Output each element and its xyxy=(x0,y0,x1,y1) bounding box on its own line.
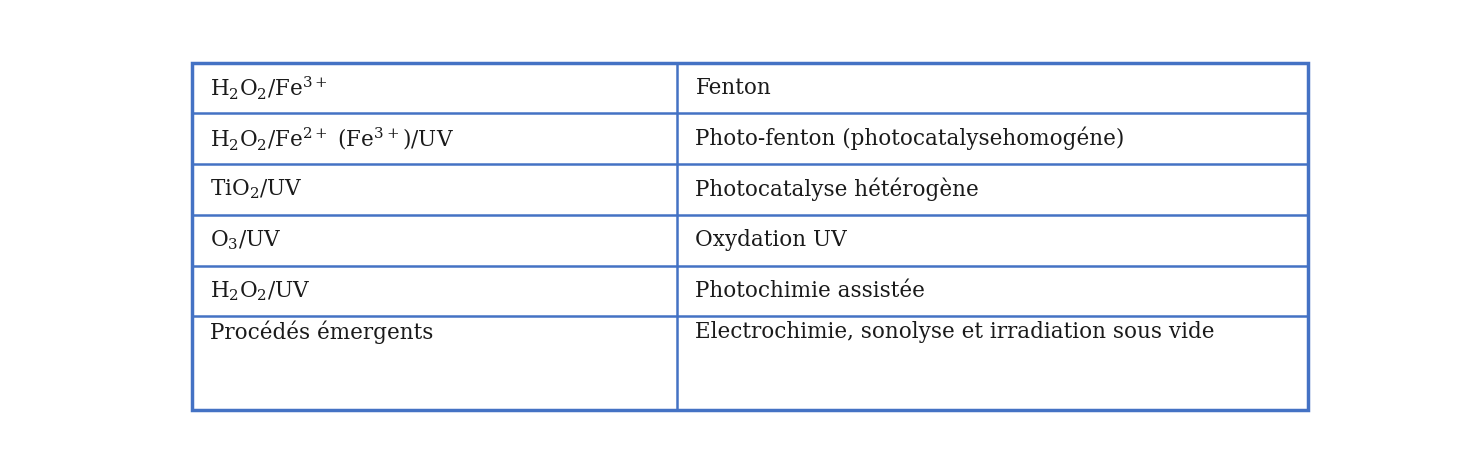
Text: $\mathrm{H_2O_2/Fe^{3+}}$: $\mathrm{H_2O_2/Fe^{3+}}$ xyxy=(211,74,328,102)
Text: Electrochimie, sonolyse et irradiation sous vide: Electrochimie, sonolyse et irradiation s… xyxy=(695,321,1214,343)
Text: Oxydation UV: Oxydation UV xyxy=(695,229,847,251)
Text: $\mathrm{O_3/UV}$: $\mathrm{O_3/UV}$ xyxy=(211,228,281,252)
Text: Photo-fenton (photocatalysehomogéne): Photo-fenton (photocatalysehomogéne) xyxy=(695,127,1125,151)
Text: $\mathrm{H_2O_2/UV}$: $\mathrm{H_2O_2/UV}$ xyxy=(211,279,310,303)
Text: Fenton: Fenton xyxy=(695,77,771,99)
Text: Photochimie assistée: Photochimie assistée xyxy=(695,280,925,302)
Text: Photocatalyse hétérogène: Photocatalyse hétérogène xyxy=(695,178,979,201)
Text: $\mathrm{TiO_2/UV}$: $\mathrm{TiO_2/UV}$ xyxy=(211,178,303,201)
Text: Procédés émergents: Procédés émergents xyxy=(211,321,433,344)
Text: $\mathrm{H_2O_2/Fe^{2+}\ (Fe^{3+})/UV}$: $\mathrm{H_2O_2/Fe^{2+}\ (Fe^{3+})/UV}$ xyxy=(211,125,454,152)
